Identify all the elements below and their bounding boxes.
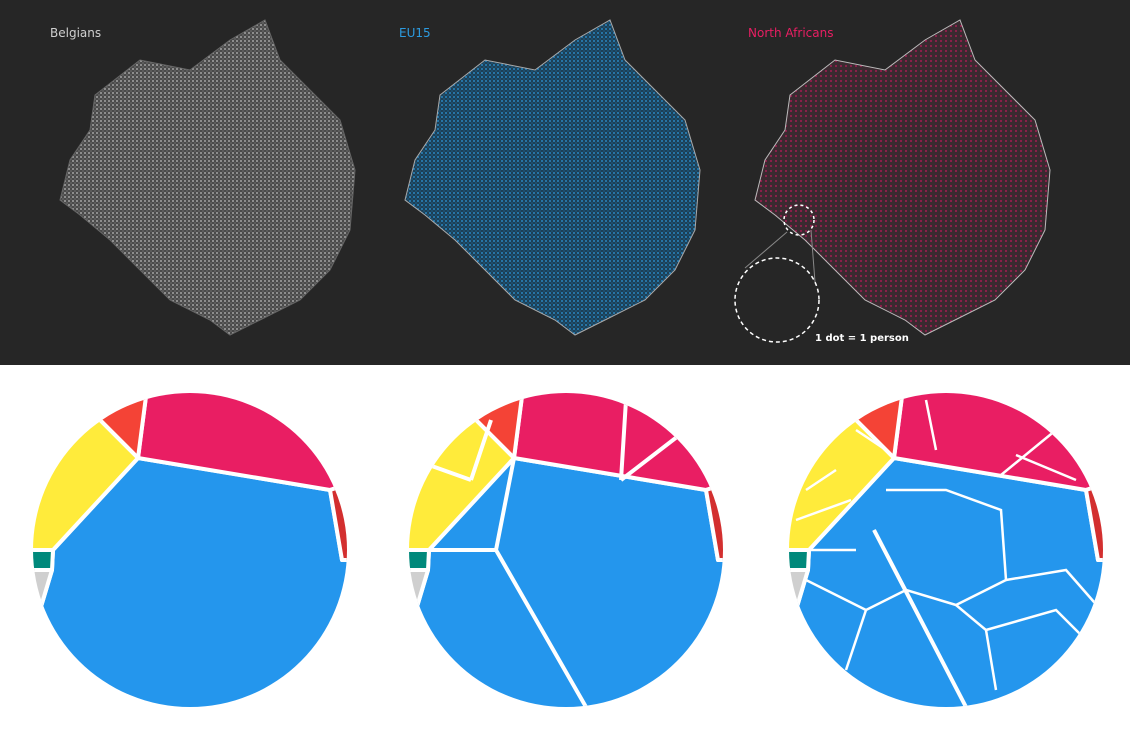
map-label: EU15 — [399, 26, 431, 40]
voronoi-2 — [366, 350, 766, 731]
map-north-africans — [734, 19, 1051, 343]
map-label: North Africans — [748, 26, 833, 40]
legend: 1 dot = 1 person — [815, 333, 909, 344]
voronoi-3 — [746, 350, 1130, 731]
map-label: Belgians — [50, 26, 101, 40]
voronoi-1 — [0, 350, 390, 731]
